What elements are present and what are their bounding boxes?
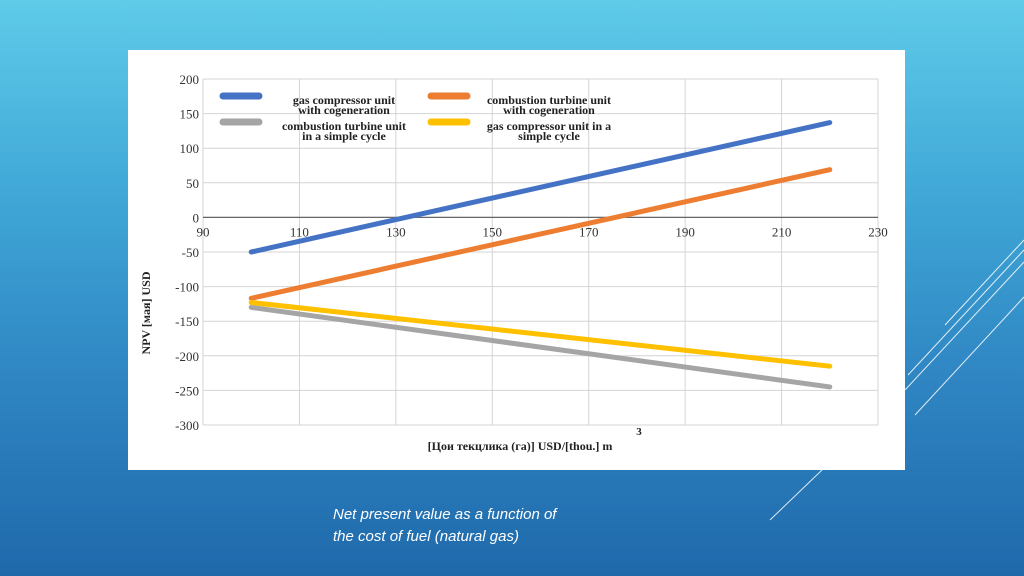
npv-line-chart: 200 150 100 50 0 -50 -100 -150 -200 -250 -300 90 110… xyxy=(139,72,888,453)
x-axis-label: [Цои текцлика (га)] USD/[thou.] m xyxy=(428,439,613,453)
caption-line-1: Net present value as a function of xyxy=(333,506,557,523)
y-tick-label: -100 xyxy=(175,280,199,295)
legend-label-4-line1: gas compressor unit in a xyxy=(487,119,611,133)
legend-label-2-line1: combustion turbine unit xyxy=(487,93,611,107)
y-tick-label: -250 xyxy=(175,383,199,398)
caption-line-2: the cost of fuel (natural gas) xyxy=(333,528,519,545)
series-line-2 xyxy=(248,167,833,301)
y-tick-label: -200 xyxy=(175,349,199,364)
y-tick-label: -50 xyxy=(182,245,199,260)
x-tick-label: 230 xyxy=(868,224,888,239)
y-tick-label: -150 xyxy=(175,314,199,329)
series-line-3 xyxy=(248,304,833,390)
series-line-1 xyxy=(248,120,833,255)
y-tick-label: 0 xyxy=(193,210,200,225)
y-tick-label: 150 xyxy=(180,107,200,122)
chart-axes: 200 150 100 50 0 -50 -100 -150 -200 -250 -300 90 110… xyxy=(175,72,888,433)
y-tick-label: 100 xyxy=(180,141,200,156)
legend-label-1-line1: gas compressor unit xyxy=(293,93,395,107)
legend-label-4-line2: simple cycle xyxy=(518,129,580,143)
y-axis-label: NPV [мая] USD xyxy=(139,271,153,354)
x-tick-label: 170 xyxy=(579,224,599,239)
x-tick-label: 90 xyxy=(197,224,210,239)
slide-caption: Net present value as a function of the c… xyxy=(333,504,633,548)
x-axis-label-superscript: 3 xyxy=(636,426,642,438)
series-line-4 xyxy=(248,300,833,369)
x-tick-label: 110 xyxy=(290,224,309,239)
legend-label-3-line2: in a simple cycle xyxy=(302,129,386,143)
y-tick-label: -300 xyxy=(175,418,199,433)
x-tick-label: 150 xyxy=(483,224,503,239)
legend-label-3-line1: combustion turbine unit xyxy=(282,119,406,133)
x-tick-label: 190 xyxy=(675,224,695,239)
legend-label-2-line2: with cogeneration xyxy=(503,103,595,117)
y-tick-label: 50 xyxy=(186,176,199,191)
chart-series xyxy=(248,120,833,390)
chart-panel: 200 150 100 50 0 -50 -100 -150 -200 -250 -300 90 110… xyxy=(128,50,905,470)
x-tick-label: 210 xyxy=(772,224,792,239)
legend-label-1-line2: with cogeneration xyxy=(298,103,390,117)
y-tick-label: 200 xyxy=(180,72,200,87)
x-tick-label: 130 xyxy=(386,224,406,239)
